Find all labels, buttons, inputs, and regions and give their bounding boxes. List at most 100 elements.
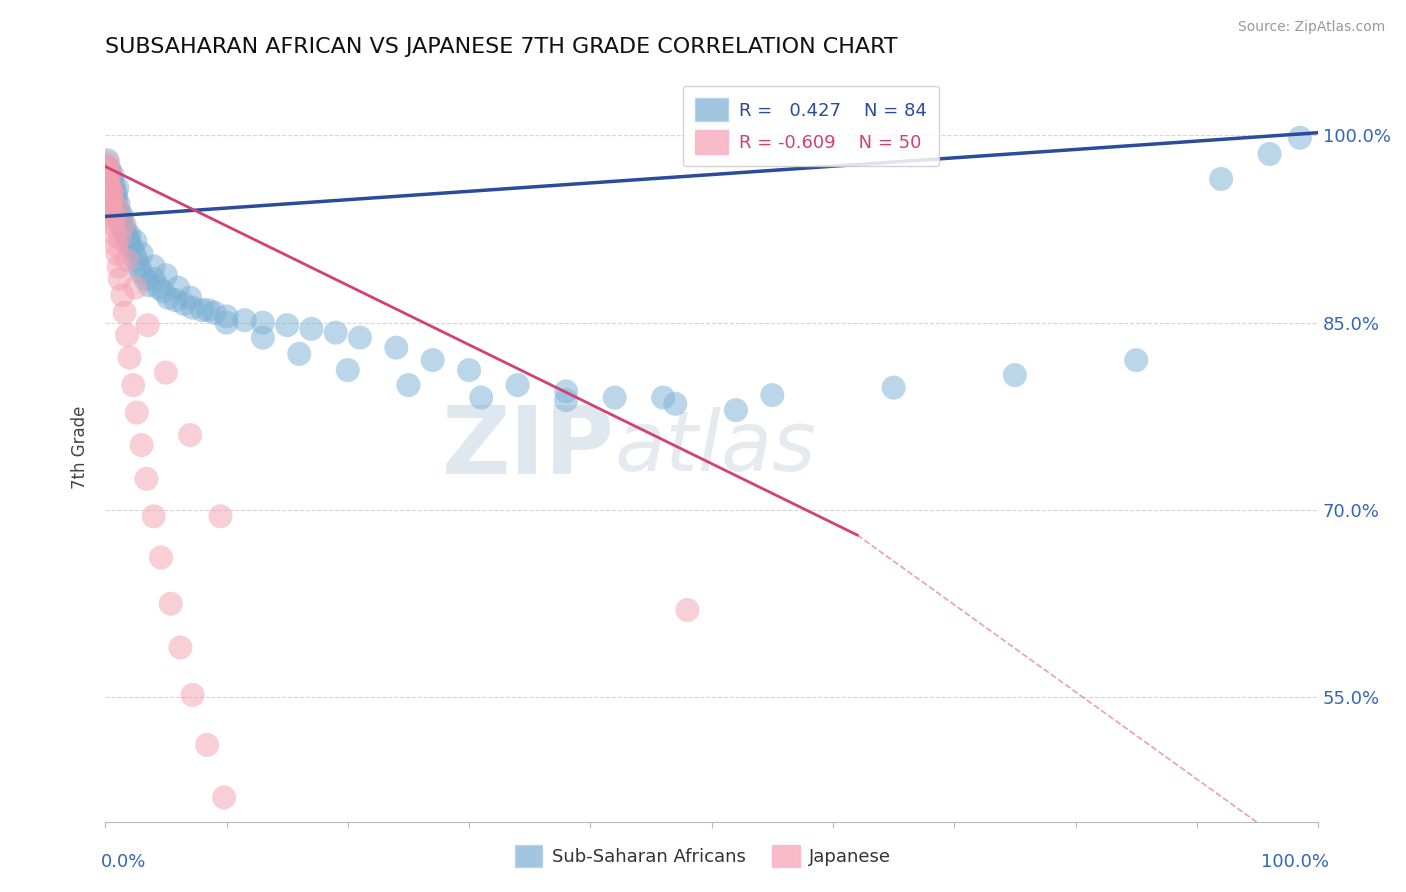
Point bbox=[233, 847, 256, 861]
Point bbox=[97, 180, 120, 194]
Point bbox=[100, 201, 122, 215]
Point bbox=[100, 193, 122, 207]
Point bbox=[603, 391, 626, 405]
Point bbox=[114, 226, 136, 240]
Point bbox=[181, 688, 204, 702]
Point bbox=[103, 218, 125, 232]
Point bbox=[555, 384, 578, 399]
Point bbox=[167, 280, 190, 294]
Point bbox=[191, 303, 214, 318]
Point bbox=[124, 280, 146, 294]
Point bbox=[107, 197, 129, 211]
Point bbox=[761, 388, 783, 402]
Point bbox=[142, 272, 165, 286]
Point bbox=[97, 172, 120, 186]
Point bbox=[117, 238, 139, 252]
Point bbox=[101, 168, 124, 182]
Point bbox=[125, 406, 148, 420]
Point bbox=[115, 253, 138, 268]
Point bbox=[1004, 368, 1026, 383]
Point bbox=[252, 330, 274, 344]
Point bbox=[195, 738, 218, 752]
Point bbox=[111, 210, 134, 224]
Point bbox=[97, 155, 120, 169]
Point bbox=[100, 178, 122, 193]
Point bbox=[114, 305, 136, 319]
Point bbox=[506, 378, 529, 392]
Point bbox=[181, 301, 204, 315]
Point bbox=[105, 193, 128, 207]
Point bbox=[664, 397, 686, 411]
Point bbox=[276, 318, 298, 332]
Point bbox=[118, 351, 141, 365]
Point bbox=[124, 247, 146, 261]
Point bbox=[103, 178, 125, 193]
Point bbox=[105, 201, 128, 215]
Point bbox=[325, 326, 347, 340]
Point bbox=[142, 509, 165, 524]
Point bbox=[97, 153, 120, 168]
Point bbox=[100, 193, 122, 207]
Point bbox=[110, 216, 132, 230]
Point bbox=[96, 160, 118, 174]
Point bbox=[98, 163, 121, 178]
Text: ZIP: ZIP bbox=[441, 401, 614, 493]
Point bbox=[97, 178, 120, 193]
Point bbox=[101, 205, 124, 219]
Point bbox=[96, 160, 118, 174]
Point bbox=[142, 260, 165, 274]
Point bbox=[115, 328, 138, 343]
Point bbox=[107, 260, 129, 274]
Point bbox=[105, 238, 128, 252]
Point bbox=[1289, 130, 1312, 145]
Text: Source: ZipAtlas.com: Source: ZipAtlas.com bbox=[1237, 20, 1385, 34]
Point bbox=[97, 166, 120, 180]
Y-axis label: 7th Grade: 7th Grade bbox=[72, 406, 89, 489]
Point bbox=[470, 391, 492, 405]
Point bbox=[107, 210, 129, 224]
Point bbox=[385, 341, 408, 355]
Point bbox=[150, 550, 173, 565]
Point bbox=[104, 213, 127, 227]
Point bbox=[179, 291, 201, 305]
Point bbox=[118, 228, 141, 243]
Point bbox=[288, 347, 311, 361]
Point bbox=[215, 310, 238, 324]
Point bbox=[112, 222, 135, 236]
Point bbox=[100, 172, 122, 186]
Point bbox=[97, 166, 120, 180]
Point bbox=[131, 247, 153, 261]
Point bbox=[169, 640, 191, 655]
Point bbox=[108, 272, 131, 286]
Point bbox=[349, 330, 371, 344]
Point bbox=[115, 230, 138, 244]
Point bbox=[118, 235, 141, 249]
Point bbox=[197, 303, 219, 318]
Point bbox=[138, 278, 160, 293]
Point bbox=[105, 247, 128, 261]
Point bbox=[398, 378, 420, 392]
Text: 100.0%: 100.0% bbox=[1261, 853, 1329, 871]
Point bbox=[1125, 353, 1147, 368]
Point bbox=[1209, 172, 1232, 186]
Point bbox=[122, 378, 145, 392]
Point bbox=[121, 241, 143, 255]
Point bbox=[159, 597, 181, 611]
Point bbox=[676, 603, 699, 617]
Point bbox=[652, 391, 675, 405]
Text: atlas: atlas bbox=[614, 407, 817, 488]
Point bbox=[104, 228, 127, 243]
Point bbox=[97, 172, 120, 186]
Point bbox=[105, 188, 128, 202]
Point bbox=[98, 180, 121, 194]
Point bbox=[179, 428, 201, 442]
Point bbox=[97, 163, 120, 178]
Point bbox=[724, 403, 747, 417]
Point bbox=[202, 305, 225, 319]
Point bbox=[883, 381, 905, 395]
Text: 0.0%: 0.0% bbox=[101, 853, 146, 871]
Point bbox=[112, 218, 135, 232]
Point bbox=[233, 313, 256, 327]
Point bbox=[103, 191, 125, 205]
Point bbox=[209, 509, 232, 524]
